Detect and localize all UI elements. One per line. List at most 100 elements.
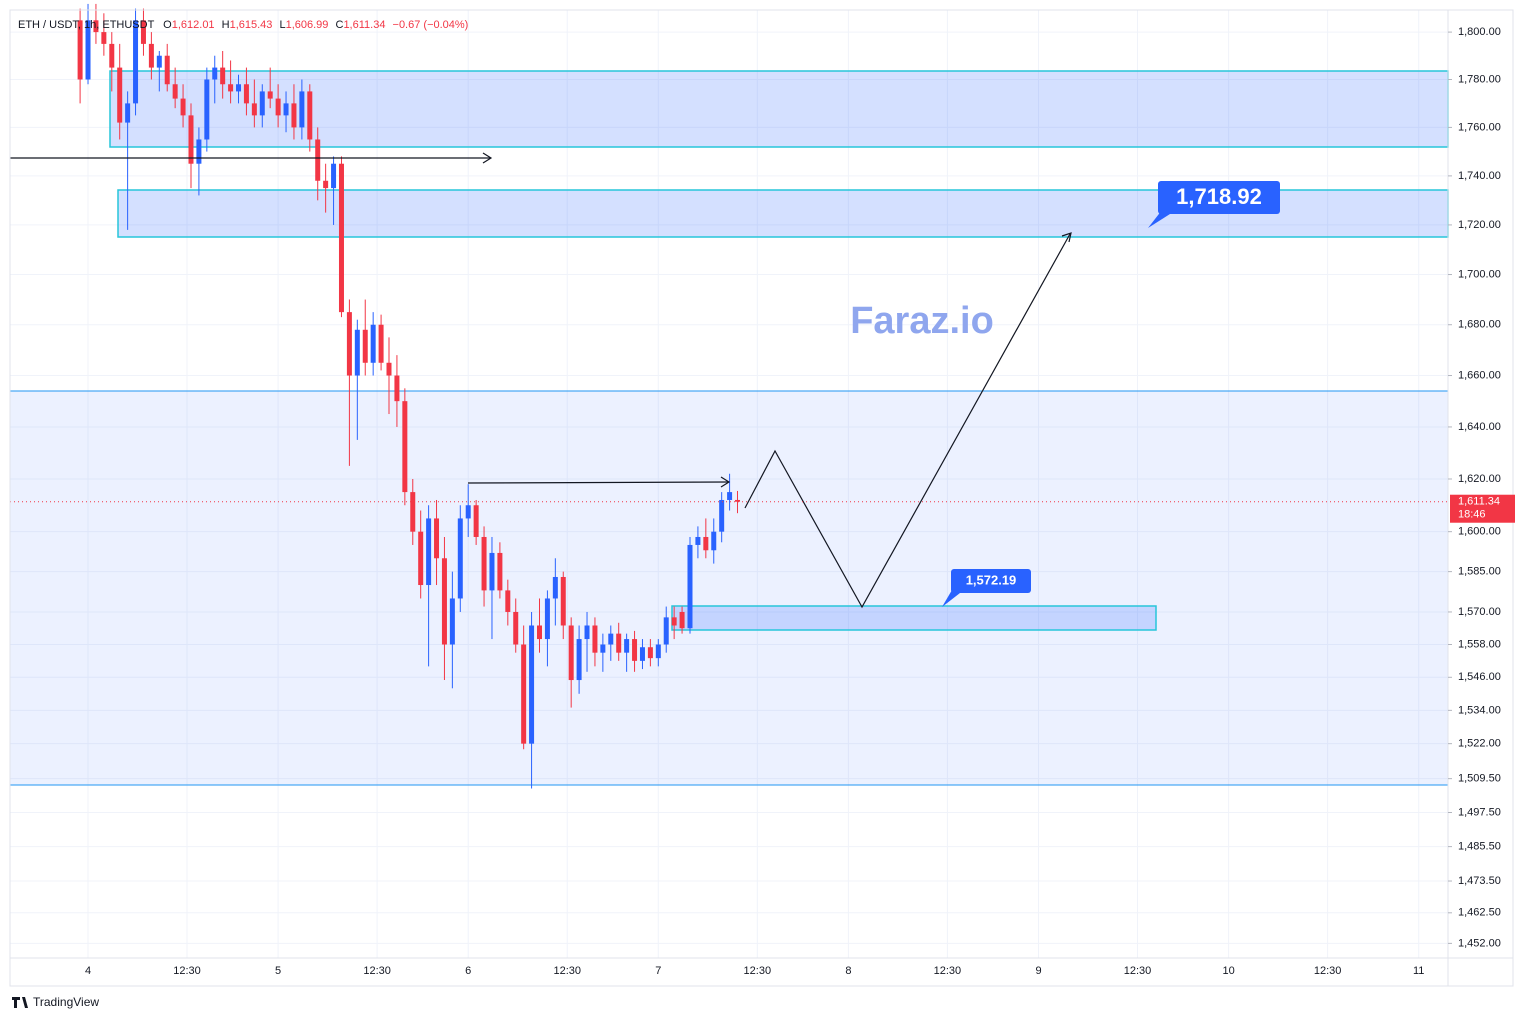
y-tick-label: 1,473.50 xyxy=(1458,875,1501,887)
candle-body xyxy=(77,20,83,80)
grid xyxy=(10,10,1448,958)
candle-body xyxy=(703,536,709,551)
candle-body xyxy=(410,492,416,532)
candle-body xyxy=(117,67,123,123)
candle-body xyxy=(671,617,677,626)
candle-body xyxy=(362,329,368,363)
candle-body xyxy=(378,324,384,363)
y-tick-label: 1,800.00 xyxy=(1458,26,1501,38)
candle-body xyxy=(505,590,511,612)
candle-body xyxy=(188,115,194,164)
y-tick-label: 1,534.00 xyxy=(1458,704,1501,716)
candle-body xyxy=(148,43,154,68)
callout-label: 1,572.19 xyxy=(966,572,1017,587)
candle-body xyxy=(560,576,566,626)
y-tick-label: 1,452.00 xyxy=(1458,937,1501,949)
axes: 1,800.00 1,780.00 1,760.00 1,740.00 1,720.00… xyxy=(85,26,1501,977)
y-tick-label: 1,600.00 xyxy=(1458,526,1501,538)
candle-body xyxy=(441,558,447,645)
candle-body xyxy=(473,505,479,537)
candle-body xyxy=(489,552,495,591)
candle-body xyxy=(481,536,487,591)
y-tick-label: 1,780.00 xyxy=(1458,73,1501,85)
x-tick-label: 10 xyxy=(1222,965,1234,977)
arrow-line xyxy=(467,481,729,484)
ohlc-prefix: O xyxy=(163,19,172,31)
candle-body xyxy=(735,499,741,502)
candle-body xyxy=(338,163,344,313)
header: ETH / USDT, 1h, ETHUSDT O1,612.01 H1,615… xyxy=(18,19,468,31)
y-tick-label: 1,485.50 xyxy=(1458,841,1501,853)
candle-body xyxy=(457,518,463,599)
candle-body xyxy=(687,544,693,629)
candle-body xyxy=(513,611,519,645)
brand-logo xyxy=(12,997,28,1008)
ohlc-value: 1,612.01 xyxy=(172,19,215,31)
candle-body xyxy=(544,598,550,640)
candle-body xyxy=(632,639,638,661)
candle-body xyxy=(346,312,352,376)
candle-body xyxy=(212,67,218,80)
candle-body xyxy=(101,32,107,44)
candle-body xyxy=(172,84,178,99)
candle-body xyxy=(323,180,329,189)
candle-body xyxy=(655,644,661,659)
candle-body xyxy=(402,401,408,493)
y-tick-label: 1,720.00 xyxy=(1458,219,1501,231)
y-tick-label: 1,740.00 xyxy=(1458,170,1501,182)
y-tick-label: 1,546.00 xyxy=(1458,671,1501,683)
y-tick-label: 1,497.50 xyxy=(1458,806,1501,818)
x-tick-label: 9 xyxy=(1035,965,1041,977)
ohlc-prefix: H xyxy=(222,19,230,31)
watermark: Faraz.io xyxy=(850,300,994,342)
candle-body xyxy=(307,91,313,140)
candle-body xyxy=(521,644,527,744)
candle-body xyxy=(283,103,289,116)
candle-body xyxy=(647,647,653,659)
y-tick-label: 1,509.50 xyxy=(1458,773,1501,785)
x-tick-label: 12:30 xyxy=(363,965,391,977)
candle-body xyxy=(228,84,234,92)
candle-body xyxy=(109,43,115,68)
candle-body xyxy=(679,611,685,629)
candle-body xyxy=(85,20,91,80)
candle-body xyxy=(663,617,669,645)
candle-body xyxy=(639,647,645,661)
candle-body xyxy=(576,639,582,681)
candle-body xyxy=(592,625,598,653)
x-tick-label: 5 xyxy=(275,965,281,977)
candle-body xyxy=(140,20,146,44)
candles xyxy=(77,3,741,789)
candle-body xyxy=(465,505,471,519)
y-tick-label: 1,558.00 xyxy=(1458,638,1501,650)
change: −0.67 (−0.04%) xyxy=(393,19,469,31)
candle-body xyxy=(251,103,257,116)
projection-path xyxy=(744,233,1071,609)
candle-body xyxy=(275,98,281,116)
countdown: 18:46 xyxy=(1458,509,1486,521)
x-tick-label: 11 xyxy=(1413,965,1424,977)
candle-body xyxy=(434,518,440,559)
arrow-head xyxy=(482,152,493,164)
candle-body xyxy=(299,91,305,128)
candle-body xyxy=(125,103,131,123)
candle-body xyxy=(243,84,249,104)
candle-body xyxy=(608,633,614,645)
candle-body xyxy=(568,625,574,681)
drawings xyxy=(10,152,1072,609)
y-tick-label: 1,585.00 xyxy=(1458,566,1501,578)
range-zone xyxy=(10,391,1448,785)
candle-body xyxy=(584,625,590,640)
candle-body xyxy=(291,103,297,128)
candle-body xyxy=(370,324,376,363)
candle-body xyxy=(616,633,622,653)
ohlc-prefix: C xyxy=(335,19,343,31)
callout-tail xyxy=(942,590,960,607)
ohlc-prefix: L xyxy=(279,19,285,31)
candle-body xyxy=(711,531,717,551)
brand: TradingView xyxy=(33,995,99,1009)
candle-body xyxy=(315,139,321,181)
candle-body xyxy=(719,499,725,532)
candle-body xyxy=(394,375,400,402)
